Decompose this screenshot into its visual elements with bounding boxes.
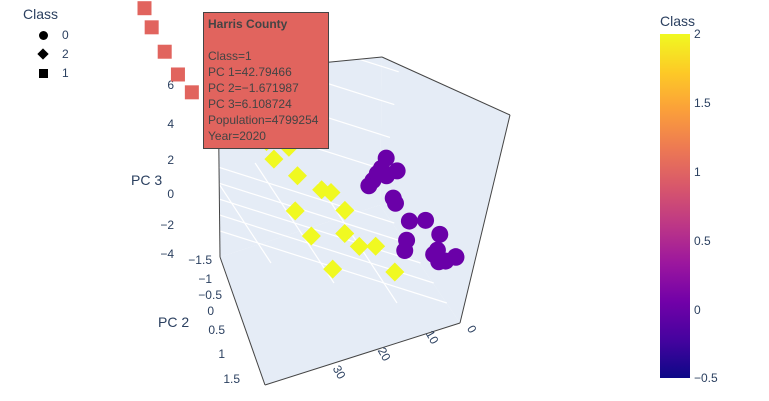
tooltip-line: PC 2=−1.671987 bbox=[208, 81, 299, 95]
legend-label: 0 bbox=[62, 28, 69, 42]
y-tick-label: −0.5 bbox=[198, 288, 222, 302]
y-tick-label: −1 bbox=[198, 272, 212, 286]
legend-item-class-2[interactable]: 2 bbox=[36, 46, 69, 62]
point-class-2[interactable] bbox=[349, 236, 369, 256]
z-tick-label: −4 bbox=[160, 247, 174, 261]
diamond-icon bbox=[36, 48, 50, 60]
colorbar-tick: 2 bbox=[694, 27, 701, 41]
point-class-2[interactable] bbox=[366, 236, 386, 256]
legend-label: 1 bbox=[62, 66, 69, 80]
point-class-0[interactable] bbox=[384, 189, 402, 207]
side-front-edge bbox=[459, 114, 511, 324]
colorbar-tick: 1 bbox=[694, 165, 701, 179]
point-class-2[interactable] bbox=[285, 201, 305, 221]
x-tick-label: 10 bbox=[423, 328, 442, 347]
point-class-0[interactable] bbox=[447, 248, 465, 266]
point-class-0[interactable] bbox=[400, 212, 418, 230]
x-tick-label: 20 bbox=[375, 345, 394, 364]
x-axis-line bbox=[264, 322, 461, 386]
tooltip-line: PC 3=6.108724 bbox=[208, 97, 292, 111]
y-tick-label: 0 bbox=[207, 304, 214, 318]
colorbar-tick: 0.5 bbox=[694, 234, 711, 248]
grid-y-1 bbox=[142, 158, 408, 244]
point-class-1[interactable] bbox=[170, 67, 185, 82]
colorbar bbox=[660, 34, 690, 378]
legend-item-class-1[interactable]: 1 bbox=[36, 65, 69, 81]
square-icon bbox=[36, 68, 50, 78]
point-class-0[interactable] bbox=[417, 211, 435, 229]
tooltip-title: Harris County bbox=[208, 17, 288, 31]
z-tick-label: 2 bbox=[167, 153, 174, 167]
tooltip-line: Population=4799254 bbox=[208, 113, 319, 127]
point-class-1[interactable] bbox=[184, 85, 199, 100]
point-class-2[interactable] bbox=[323, 259, 343, 279]
tooltip-line: PC 1=42.79466 bbox=[208, 65, 292, 79]
point-class-1[interactable] bbox=[137, 1, 152, 16]
x-tick-label: 0 bbox=[464, 323, 480, 336]
z-tick-label: 4 bbox=[167, 117, 174, 131]
z-tick-label: 0 bbox=[167, 187, 174, 201]
point-class-2[interactable] bbox=[264, 149, 284, 169]
x-tick-label: 30 bbox=[330, 363, 349, 382]
legend-label: 2 bbox=[62, 47, 69, 61]
point-class-2[interactable] bbox=[335, 200, 355, 220]
point-class-0[interactable] bbox=[425, 245, 443, 263]
circle-icon bbox=[36, 30, 50, 40]
point-class-0[interactable] bbox=[377, 149, 395, 167]
z-axis-title: PC 3 bbox=[131, 172, 163, 188]
y-axis-title: PC 2 bbox=[158, 314, 190, 330]
point-class-2[interactable] bbox=[385, 262, 405, 282]
y-tick-label: 1.5 bbox=[223, 372, 240, 386]
point-class-2[interactable] bbox=[335, 223, 355, 243]
point-class-1[interactable] bbox=[144, 20, 159, 35]
point-class-0[interactable] bbox=[431, 225, 449, 243]
point-class-2[interactable] bbox=[321, 183, 341, 203]
colorbar-title: Class bbox=[660, 13, 696, 29]
grid-y-4 bbox=[182, 218, 448, 304]
y-axis-line bbox=[219, 256, 266, 386]
colorbar-tick: 0 bbox=[694, 303, 701, 317]
tooltip-line: Year=2020 bbox=[208, 129, 266, 143]
legend-title: Class bbox=[23, 6, 59, 22]
z-tick-label: 6 bbox=[167, 78, 174, 92]
point-class-1[interactable] bbox=[157, 44, 172, 59]
hover-tooltip: Harris County Class=1 PC 1=42.79466 PC 2… bbox=[203, 12, 329, 149]
legend-item-class-0[interactable]: 0 bbox=[36, 27, 69, 43]
tooltip-line: Class=1 bbox=[208, 49, 252, 63]
y-tick-label: 0.5 bbox=[208, 323, 225, 337]
y-tick-label: 1 bbox=[218, 347, 225, 361]
z-tick-label: −2 bbox=[160, 218, 174, 232]
side-top-edge bbox=[381, 56, 511, 116]
point-class-0[interactable] bbox=[388, 162, 406, 180]
side-wall-pane bbox=[380, 57, 510, 323]
point-class-2[interactable] bbox=[287, 166, 307, 186]
point-class-2[interactable] bbox=[301, 226, 321, 246]
point-class-0[interactable] bbox=[396, 242, 414, 260]
grid-z-4 bbox=[278, 0, 404, 40]
colorbar-tick: −0.5 bbox=[694, 371, 718, 385]
colorbar-tick: 1.5 bbox=[694, 96, 711, 110]
y-tick-label: −1.5 bbox=[188, 253, 212, 267]
